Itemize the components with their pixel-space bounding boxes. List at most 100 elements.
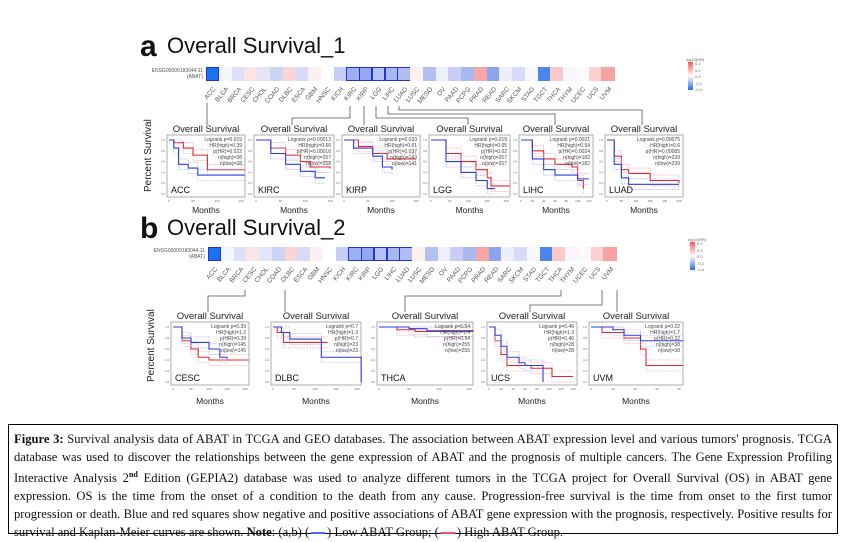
- gene-id: ENSG00000183044.11: [153, 248, 205, 254]
- heatmap-cell-acc: [208, 247, 222, 261]
- x-tick-label: 50: [620, 199, 624, 203]
- heatmap-cell-coad: [271, 247, 285, 261]
- cancer-label: CESC: [175, 373, 201, 383]
- heatmap-cell-tgct: [539, 247, 553, 261]
- plot-frame: [376, 321, 474, 386]
- stat-p-hr: p(HR)=0.22: [654, 336, 680, 342]
- x-tick-label: 40: [542, 199, 546, 203]
- cancer-label: DLBC: [275, 373, 300, 383]
- heatmap-cell-paad: [448, 67, 462, 81]
- heatmap-cell-hnsc: [320, 67, 334, 81]
- x-tick-label: 20: [499, 387, 503, 391]
- y-tick-label: 0.8: [371, 336, 375, 340]
- caption-text-2: Edition (GEPIA2) database was used to an…: [14, 471, 832, 540]
- heatmap-cell-stad: [524, 67, 538, 81]
- plot-title: Overall Survival: [603, 311, 670, 322]
- survival-curve-low: [591, 326, 684, 342]
- y-tick-label: 0.4: [165, 358, 169, 362]
- cancer-label: UVM: [593, 373, 613, 383]
- x-tick-label: 0: [590, 387, 592, 391]
- cancer-label: ACC: [171, 185, 191, 195]
- legend-tick: 0.4: [695, 61, 701, 66]
- heatmap-cell-thym: [565, 247, 579, 261]
- gene-id-label: ENSG00000183044.11 (ABAT): [131, 248, 205, 260]
- stat-n-high: n(high)=23: [334, 342, 358, 348]
- stat-p-hr: p(HR)=0.022: [213, 149, 242, 155]
- x-axis-label: Months: [367, 205, 395, 215]
- caption-note-label: Note: [246, 525, 272, 540]
- stat-p-hr: p(HR)=0.00085: [646, 149, 681, 155]
- y-tick-label: 0.2: [599, 181, 603, 185]
- caption-text-1: Survival analysis data of ABAT in TCGA a…: [14, 432, 832, 486]
- stat-n-high: n(high)=38: [656, 342, 680, 348]
- stat-n-low: n(low)=257: [482, 161, 507, 167]
- heatmap-cell-hnsc: [322, 247, 336, 261]
- stat-p-hr: p(HR)=0.02: [481, 149, 507, 155]
- heatmap-cell-kich: [335, 247, 349, 261]
- heatmap-cell-blca: [220, 247, 234, 261]
- y-tick-label: 0.8: [165, 336, 169, 340]
- stat-p-hr: p(HR)=0.037: [388, 149, 417, 155]
- x-tick-label: 120: [586, 199, 591, 203]
- stat-logrank: Logrank p=0.54: [435, 324, 470, 330]
- gene-name: (ABAT): [186, 74, 203, 80]
- x-tick-label: 50: [191, 199, 195, 203]
- heatmap-cell-tgct: [537, 67, 551, 81]
- gene-id-label: ENSG00000183044.11 (ABAT): [129, 68, 203, 80]
- caption-label: Figure 3:: [14, 432, 64, 446]
- stat-n-low: n(low)=23: [336, 348, 358, 354]
- survival-curve-low: [169, 139, 245, 176]
- heatmap-cell-kirc: [348, 247, 362, 261]
- survival-curve-low: [607, 139, 679, 185]
- y-tick-label: 0.2: [583, 369, 587, 373]
- heatmap-cell-cesc: [246, 247, 260, 261]
- cancer-label: THCA: [381, 373, 406, 383]
- x-tick-label: 60: [553, 199, 557, 203]
- heatmap-cell-kirc: [346, 67, 360, 81]
- survival-curve-low: [521, 139, 589, 180]
- heatmap-cell-blca: [218, 67, 232, 81]
- stat-n-high: n(high)=239: [653, 155, 680, 161]
- x-tick-label: 80: [677, 387, 681, 391]
- survival-curve-low: [344, 139, 393, 170]
- y-tick-label: 0.8: [161, 149, 165, 153]
- stat-n-low: n(low)=255: [445, 348, 470, 354]
- stat-n-low: n(low)=145: [221, 348, 246, 354]
- connector-luad: [398, 106, 643, 125]
- stat-hr: HR(high)=0.65: [474, 143, 507, 149]
- legend-tick: -0.2: [697, 260, 704, 266]
- ci-upper-low: [431, 139, 495, 184]
- connector-ucs: [529, 290, 603, 312]
- km-plot-luad: Overall Survival 0.0 0.2 0.4 0.6 0.8 1.0 0 50 100…: [599, 124, 684, 215]
- x-tick-label: 100: [575, 199, 580, 203]
- legend-tick: 0.0: [695, 74, 701, 79]
- section-title-b: Overall Survival_2: [167, 215, 346, 240]
- heatmap-cell-esca: [297, 247, 311, 261]
- y-tick-label: 0.0: [248, 192, 252, 196]
- heatmap-cell-kirp: [361, 247, 375, 261]
- x-axis-label: Months: [302, 396, 330, 406]
- y-tick-label: 0.8: [423, 149, 427, 153]
- legend-colorbar: [688, 62, 693, 90]
- stat-p-hr: p(HR)=0.39: [220, 336, 246, 342]
- y-tick-label: 0.4: [481, 358, 485, 362]
- stat-n-low: n(low)=38: [658, 348, 680, 354]
- x-axis-label: Months: [518, 396, 546, 406]
- km-plot-dlbc: Overall Survival 0.0 0.2 0.4 0.6 0.8 1.0 0 50 100…: [265, 311, 362, 406]
- section-title-a: Overall Survival_1: [167, 33, 346, 58]
- ci-lower-low: [489, 326, 544, 382]
- legend-tick: -0.2: [695, 80, 702, 86]
- caption-note-text: : (a,b) (: [271, 525, 310, 540]
- panel-letter-b: b: [140, 212, 159, 245]
- x-axis-label: Months: [456, 205, 484, 215]
- survival-curve-low: [489, 326, 544, 382]
- x-tick-label: 100: [312, 387, 317, 391]
- y-tick-label: 0.8: [336, 149, 340, 153]
- heatmap-cell-chol: [257, 67, 271, 81]
- heatmap-cell-sarc: [499, 67, 513, 81]
- y-tick-label: 1.0: [336, 138, 340, 142]
- survival-curve-low: [273, 326, 362, 382]
- stat-n-low: n(low)=38: [220, 161, 242, 167]
- y-tick-label: 0.4: [265, 358, 269, 362]
- stat-hr: HR(high)=0.39: [209, 143, 242, 149]
